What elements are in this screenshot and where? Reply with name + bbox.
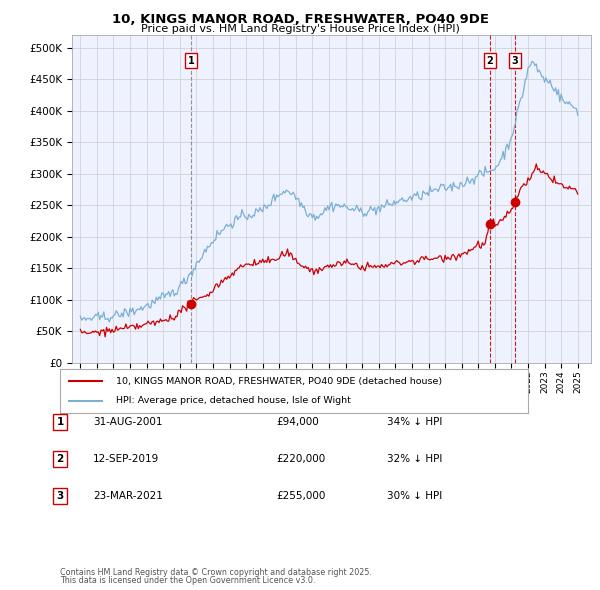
Text: 1: 1 bbox=[56, 417, 64, 427]
Text: 10, KINGS MANOR ROAD, FRESHWATER, PO40 9DE (detached house): 10, KINGS MANOR ROAD, FRESHWATER, PO40 9… bbox=[116, 376, 442, 386]
Text: 3: 3 bbox=[56, 491, 64, 501]
Text: 34% ↓ HPI: 34% ↓ HPI bbox=[387, 417, 442, 427]
Text: 2: 2 bbox=[487, 55, 493, 65]
Text: Contains HM Land Registry data © Crown copyright and database right 2025.: Contains HM Land Registry data © Crown c… bbox=[60, 568, 372, 577]
Text: Price paid vs. HM Land Registry's House Price Index (HPI): Price paid vs. HM Land Registry's House … bbox=[140, 24, 460, 34]
Text: 31-AUG-2001: 31-AUG-2001 bbox=[93, 417, 163, 427]
Text: 12-SEP-2019: 12-SEP-2019 bbox=[93, 454, 159, 464]
Text: 32% ↓ HPI: 32% ↓ HPI bbox=[387, 454, 442, 464]
Text: This data is licensed under the Open Government Licence v3.0.: This data is licensed under the Open Gov… bbox=[60, 576, 316, 585]
Text: £94,000: £94,000 bbox=[276, 417, 319, 427]
Text: 10, KINGS MANOR ROAD, FRESHWATER, PO40 9DE: 10, KINGS MANOR ROAD, FRESHWATER, PO40 9… bbox=[112, 13, 488, 26]
Text: 2: 2 bbox=[56, 454, 64, 464]
Text: 30% ↓ HPI: 30% ↓ HPI bbox=[387, 491, 442, 501]
Text: 1: 1 bbox=[187, 55, 194, 65]
Text: £220,000: £220,000 bbox=[276, 454, 325, 464]
Text: 23-MAR-2021: 23-MAR-2021 bbox=[93, 491, 163, 501]
Text: 3: 3 bbox=[512, 55, 518, 65]
Text: HPI: Average price, detached house, Isle of Wight: HPI: Average price, detached house, Isle… bbox=[116, 396, 351, 405]
Text: £255,000: £255,000 bbox=[276, 491, 325, 501]
